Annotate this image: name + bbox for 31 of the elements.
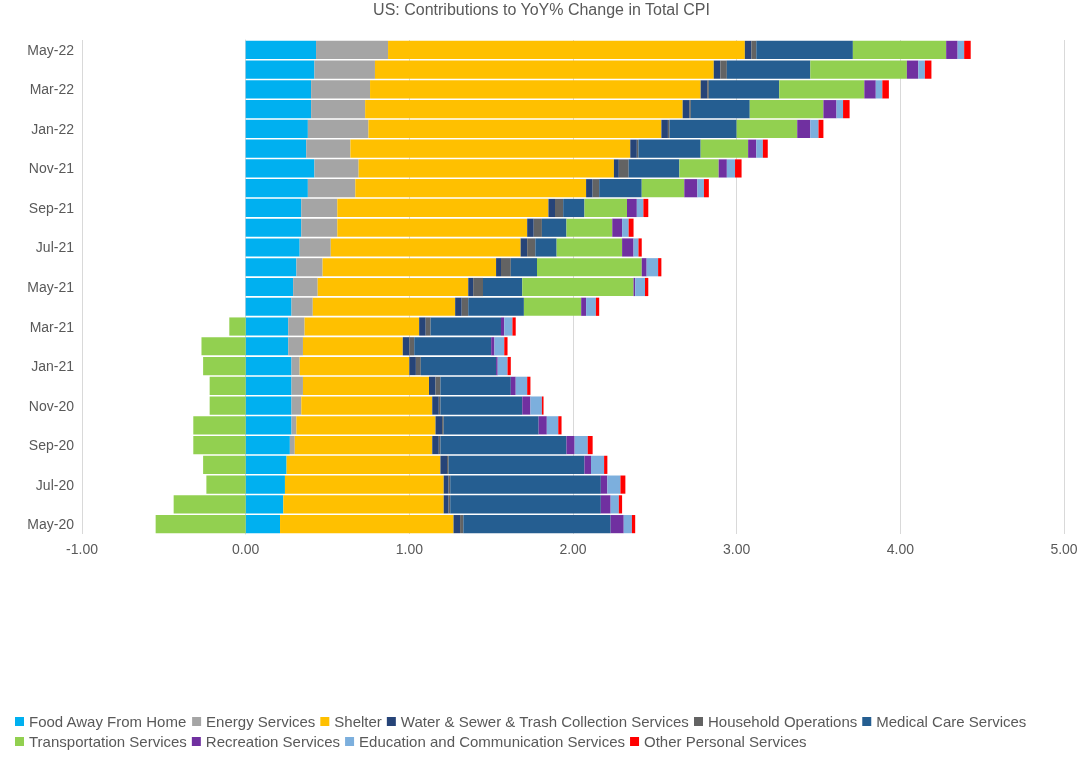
legend-label: Food Away From Home bbox=[29, 713, 187, 730]
y-tick-label: May-21 bbox=[27, 279, 75, 295]
x-tick-label: 5.00 bbox=[1050, 541, 1078, 557]
y-tick-label: Nov-21 bbox=[28, 160, 75, 177]
x-tick-label: 0.00 bbox=[232, 541, 260, 557]
y-tick-label: May-20 bbox=[27, 516, 75, 533]
legend-label: Education and Communication Services bbox=[359, 733, 626, 750]
legend-label: Water & Sewer & Trash Collection Services bbox=[400, 713, 689, 730]
legend-label: Shelter bbox=[334, 713, 382, 730]
legend-label: Other Personal Services bbox=[644, 733, 807, 750]
x-tick-label: 3.00 bbox=[723, 541, 751, 557]
legend-label: Household Operations bbox=[708, 713, 858, 730]
y-tick-label: Jul-20 bbox=[35, 476, 75, 493]
y-tick-label: Mar-22 bbox=[29, 81, 75, 98]
x-tick-label: 4.00 bbox=[886, 541, 915, 557]
x-tick-label: 1.00 bbox=[395, 541, 424, 557]
y-tick-label: Jan-21 bbox=[31, 358, 75, 375]
y-tick-label: Jul-21 bbox=[35, 239, 75, 256]
y-tick-label: Jan-22 bbox=[31, 120, 75, 137]
legend-label: Medical Care Services bbox=[876, 713, 1027, 730]
y-tick-label: Nov-20 bbox=[28, 397, 75, 414]
y-tick-label: Mar-21 bbox=[29, 318, 75, 335]
y-tick-label: Sep-21 bbox=[28, 199, 75, 216]
x-tick-label: -1.00 bbox=[66, 541, 99, 557]
legend-label: Energy Services bbox=[206, 713, 316, 730]
legend-label: Recreation Services bbox=[205, 733, 341, 750]
y-tick-label: May-22 bbox=[27, 41, 75, 58]
x-tick-label: 2.00 bbox=[559, 541, 587, 557]
chart-title: US: Contributions to YoY% Change in Total CPI bbox=[373, 0, 710, 18]
legend-label: Transportation Services bbox=[29, 733, 187, 750]
y-tick-label: Sep-20 bbox=[28, 437, 75, 454]
